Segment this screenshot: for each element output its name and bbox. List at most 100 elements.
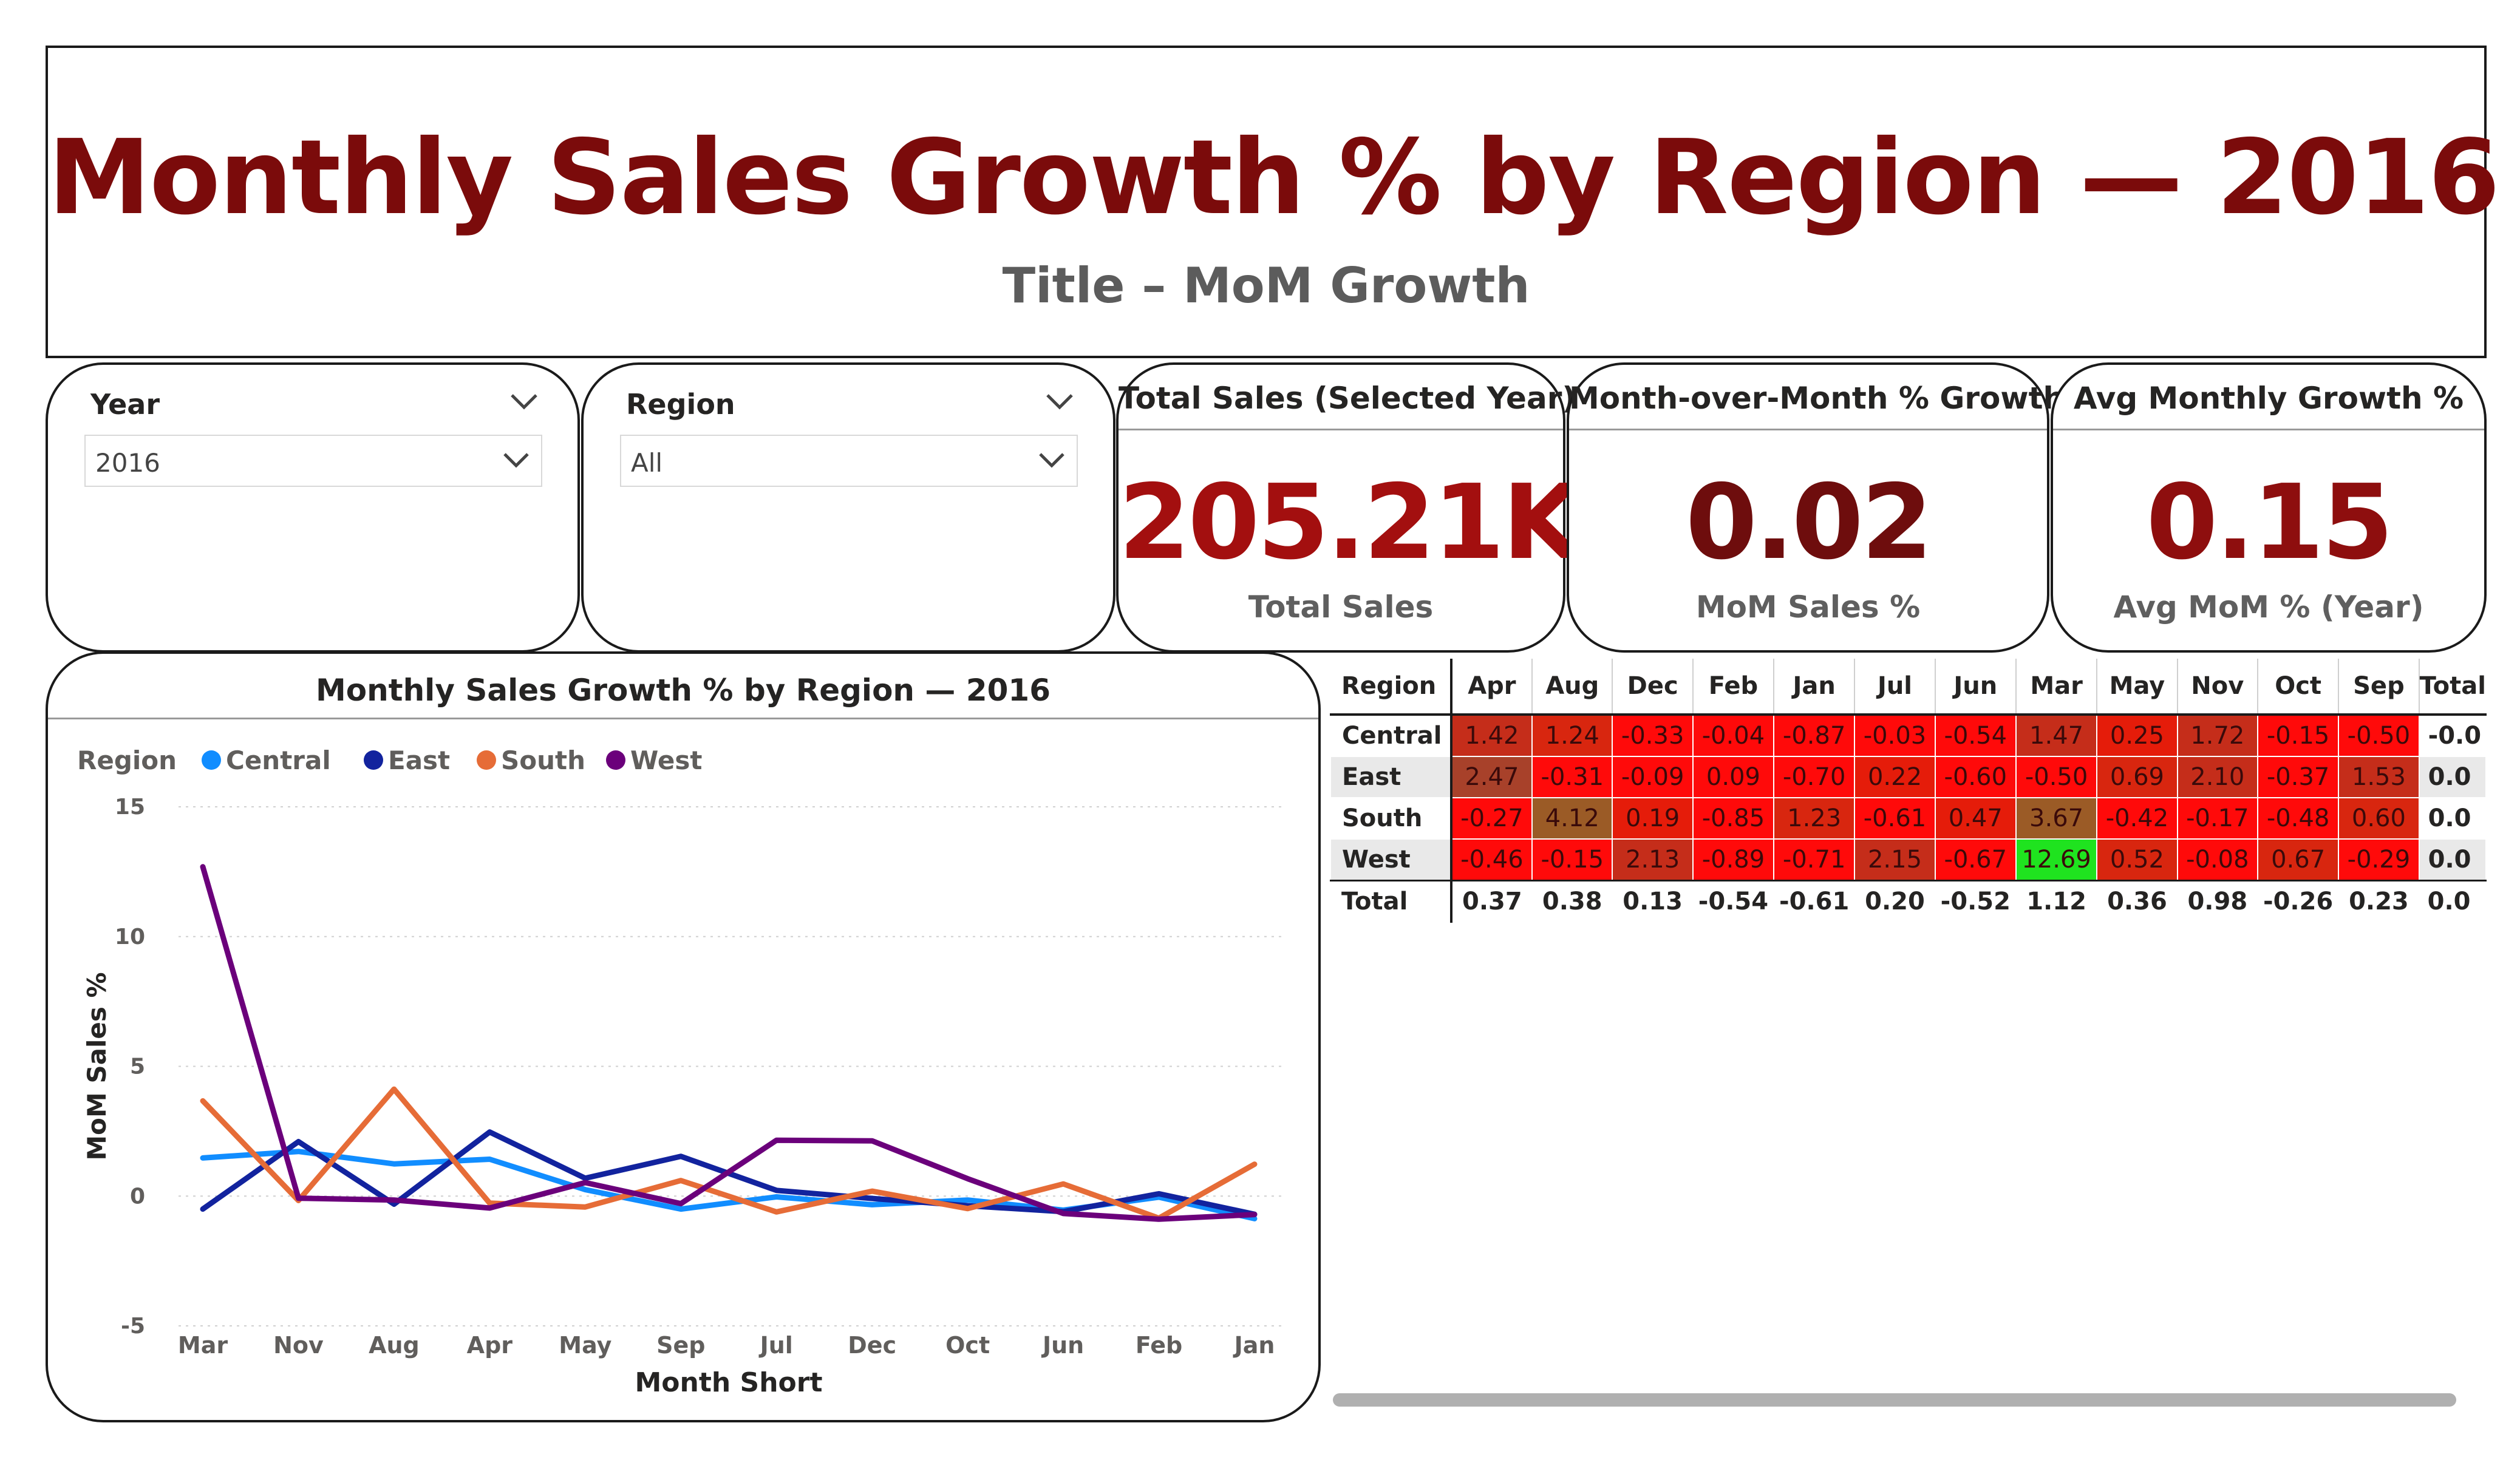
matrix-total-cell: 0.23 xyxy=(2338,880,2419,923)
matrix-cell[interactable]: 0.0 xyxy=(2418,838,2487,881)
matrix-cell[interactable]: 4.12 xyxy=(1531,797,1613,840)
kpi-label: Total Sales xyxy=(1248,589,1434,625)
x-tick-label: Nov xyxy=(273,1332,324,1359)
matrix-column-header[interactable]: Feb xyxy=(1692,659,1774,716)
matrix-corner-header[interactable]: Region xyxy=(1330,659,1452,716)
matrix-cell[interactable]: -0.27 xyxy=(1450,797,1533,840)
matrix-cell[interactable]: -0.33 xyxy=(1612,714,1694,757)
matrix-cell[interactable]: 0.67 xyxy=(2256,838,2340,881)
matrix-cell[interactable]: 0.25 xyxy=(2096,714,2178,757)
y-tick-label: 5 xyxy=(130,1055,145,1079)
matrix-cell[interactable]: -0.04 xyxy=(1692,714,1775,757)
kpi-label: MoM Sales % xyxy=(1695,589,1921,625)
matrix-cell[interactable]: 1.72 xyxy=(2176,714,2259,757)
matrix-cell[interactable]: -0.42 xyxy=(2096,797,2178,840)
matrix-column-header[interactable]: Jul xyxy=(1854,659,1935,716)
chevron-down-icon[interactable] xyxy=(501,449,531,471)
matrix-cell[interactable]: 0.19 xyxy=(1612,797,1694,840)
matrix-cell[interactable]: 2.47 xyxy=(1450,756,1533,798)
matrix-cell[interactable]: -0.50 xyxy=(2338,714,2420,757)
matrix-cell[interactable]: -0.09 xyxy=(1612,756,1694,798)
matrix-cell[interactable]: 0.69 xyxy=(2096,756,2178,798)
matrix-cell[interactable]: -0.15 xyxy=(2256,714,2340,757)
y-tick-label: 15 xyxy=(115,795,145,820)
matrix-cell[interactable]: -0.61 xyxy=(1854,797,1936,840)
matrix-column-header[interactable]: Apr xyxy=(1450,659,1533,716)
legend-marker-central xyxy=(202,750,221,770)
legend-item-south: South xyxy=(501,745,585,775)
matrix-cell[interactable]: -0.31 xyxy=(1531,756,1613,798)
matrix-column-header[interactable]: May xyxy=(2096,659,2178,716)
matrix-cell[interactable]: 1.47 xyxy=(2015,714,2098,757)
x-tick-label: Sep xyxy=(656,1332,705,1359)
chevron-down-icon[interactable] xyxy=(1037,449,1067,471)
matrix-column-header[interactable]: Oct xyxy=(2256,659,2339,716)
matrix-cell[interactable]: 2.13 xyxy=(1612,838,1694,881)
chart-title: Monthly Sales Growth % by Region — 2016 xyxy=(48,654,1318,719)
line-chart: Region Central East South West 15 10 5 0 -5 MoM Sa… xyxy=(77,745,1282,1398)
matrix-cell[interactable]: 12.69 xyxy=(2015,838,2098,881)
matrix-cell[interactable]: -0.60 xyxy=(1934,756,2017,798)
matrix-cell[interactable]: 1.53 xyxy=(2338,756,2420,798)
matrix-column-header[interactable]: Mar xyxy=(2015,659,2097,716)
matrix-cell[interactable]: 1.24 xyxy=(1531,714,1613,757)
matrix-cell[interactable]: -0.46 xyxy=(1450,838,1533,881)
matrix-cell[interactable]: -0.17 xyxy=(2176,797,2259,840)
region-dropdown-value: All xyxy=(631,448,663,478)
matrix-column-header[interactable]: Jun xyxy=(1934,659,2016,716)
x-tick-label: Oct xyxy=(945,1332,990,1359)
matrix-cell[interactable]: 0.0 xyxy=(2418,797,2487,840)
matrix-column-header[interactable]: Aug xyxy=(1531,659,1613,716)
kpi-card-mom-growth: Month-over-Month % Growth 0.02 MoM Sales… xyxy=(1567,362,2065,653)
matrix-row-label[interactable]: Central xyxy=(1330,714,1452,757)
year-dropdown[interactable]: 2016 xyxy=(84,435,542,487)
matrix-cell[interactable]: 1.23 xyxy=(1773,797,1856,840)
matrix-row: South -0.27 4.12 0.19 -0.85 1.23 -0.61 0.47 3.67… xyxy=(1330,797,2487,840)
kpi-value: 0.02 xyxy=(1685,463,1933,583)
kpi-value: 205.21K xyxy=(1119,463,1582,583)
matrix-cell[interactable]: -0.15 xyxy=(1531,838,1613,881)
page-subtitle: Title – MoM Growth xyxy=(1002,257,1530,314)
matrix-cell[interactable]: 3.67 xyxy=(2015,797,2098,840)
matrix-cell[interactable]: -0.29 xyxy=(2338,838,2420,881)
matrix-cell[interactable]: 1.42 xyxy=(1450,714,1533,757)
matrix-cell[interactable]: 0.52 xyxy=(2096,838,2178,881)
matrix-cell[interactable]: 2.15 xyxy=(1854,838,1936,881)
matrix-cell[interactable]: -0.71 xyxy=(1773,838,1856,881)
matrix-cell[interactable]: 2.10 xyxy=(2176,756,2259,798)
chevron-down-icon[interactable] xyxy=(1043,389,1077,413)
matrix-column-header[interactable]: Sep xyxy=(2338,659,2419,716)
matrix-row-label[interactable]: South xyxy=(1330,797,1452,840)
matrix-cell[interactable]: -0.70 xyxy=(1773,756,1856,798)
matrix-row-label[interactable]: West xyxy=(1330,838,1452,881)
chevron-down-icon[interactable] xyxy=(507,389,541,413)
matrix-total-cell: 0.0 xyxy=(2419,880,2486,923)
matrix-cell[interactable]: -0.37 xyxy=(2256,756,2340,798)
matrix-cell[interactable]: 0.60 xyxy=(2338,797,2420,840)
matrix-column-header[interactable]: Dec xyxy=(1612,659,1693,716)
matrix-cell[interactable]: 0.22 xyxy=(1854,756,1936,798)
horizontal-scrollbar[interactable] xyxy=(1333,1393,2456,1407)
region-dropdown[interactable]: All xyxy=(620,435,1078,487)
matrix-cell[interactable]: -0.85 xyxy=(1692,797,1775,840)
y-tick-label: 10 xyxy=(115,925,145,949)
matrix-row-label[interactable]: East xyxy=(1330,756,1452,798)
x-axis-label: Month Short xyxy=(635,1367,823,1398)
matrix-cell[interactable]: -0.08 xyxy=(2176,838,2259,881)
matrix-cell[interactable]: -0.87 xyxy=(1773,714,1856,757)
matrix-column-header[interactable]: Nov xyxy=(2176,659,2258,716)
matrix-cell[interactable]: -0.03 xyxy=(1854,714,1936,757)
matrix-cell[interactable]: -0.0 xyxy=(2418,714,2487,757)
matrix-cell[interactable]: -0.48 xyxy=(2256,797,2340,840)
matrix-cell[interactable]: -0.67 xyxy=(1934,838,2017,881)
matrix-cell[interactable]: 0.47 xyxy=(1934,797,2017,840)
matrix-cell[interactable]: -0.54 xyxy=(1934,714,2017,757)
matrix-cell[interactable]: 0.0 xyxy=(2418,756,2487,798)
matrix-cell[interactable]: -0.50 xyxy=(2015,756,2098,798)
matrix-cell[interactable]: -0.89 xyxy=(1692,838,1775,881)
kpi-label: Avg MoM % (Year) xyxy=(2113,589,2424,625)
matrix-total-cell: 0.36 xyxy=(2097,880,2178,923)
matrix-column-header[interactable]: Total xyxy=(2418,659,2486,716)
matrix-column-header[interactable]: Jan xyxy=(1773,659,1855,716)
matrix-cell[interactable]: 0.09 xyxy=(1692,756,1775,798)
